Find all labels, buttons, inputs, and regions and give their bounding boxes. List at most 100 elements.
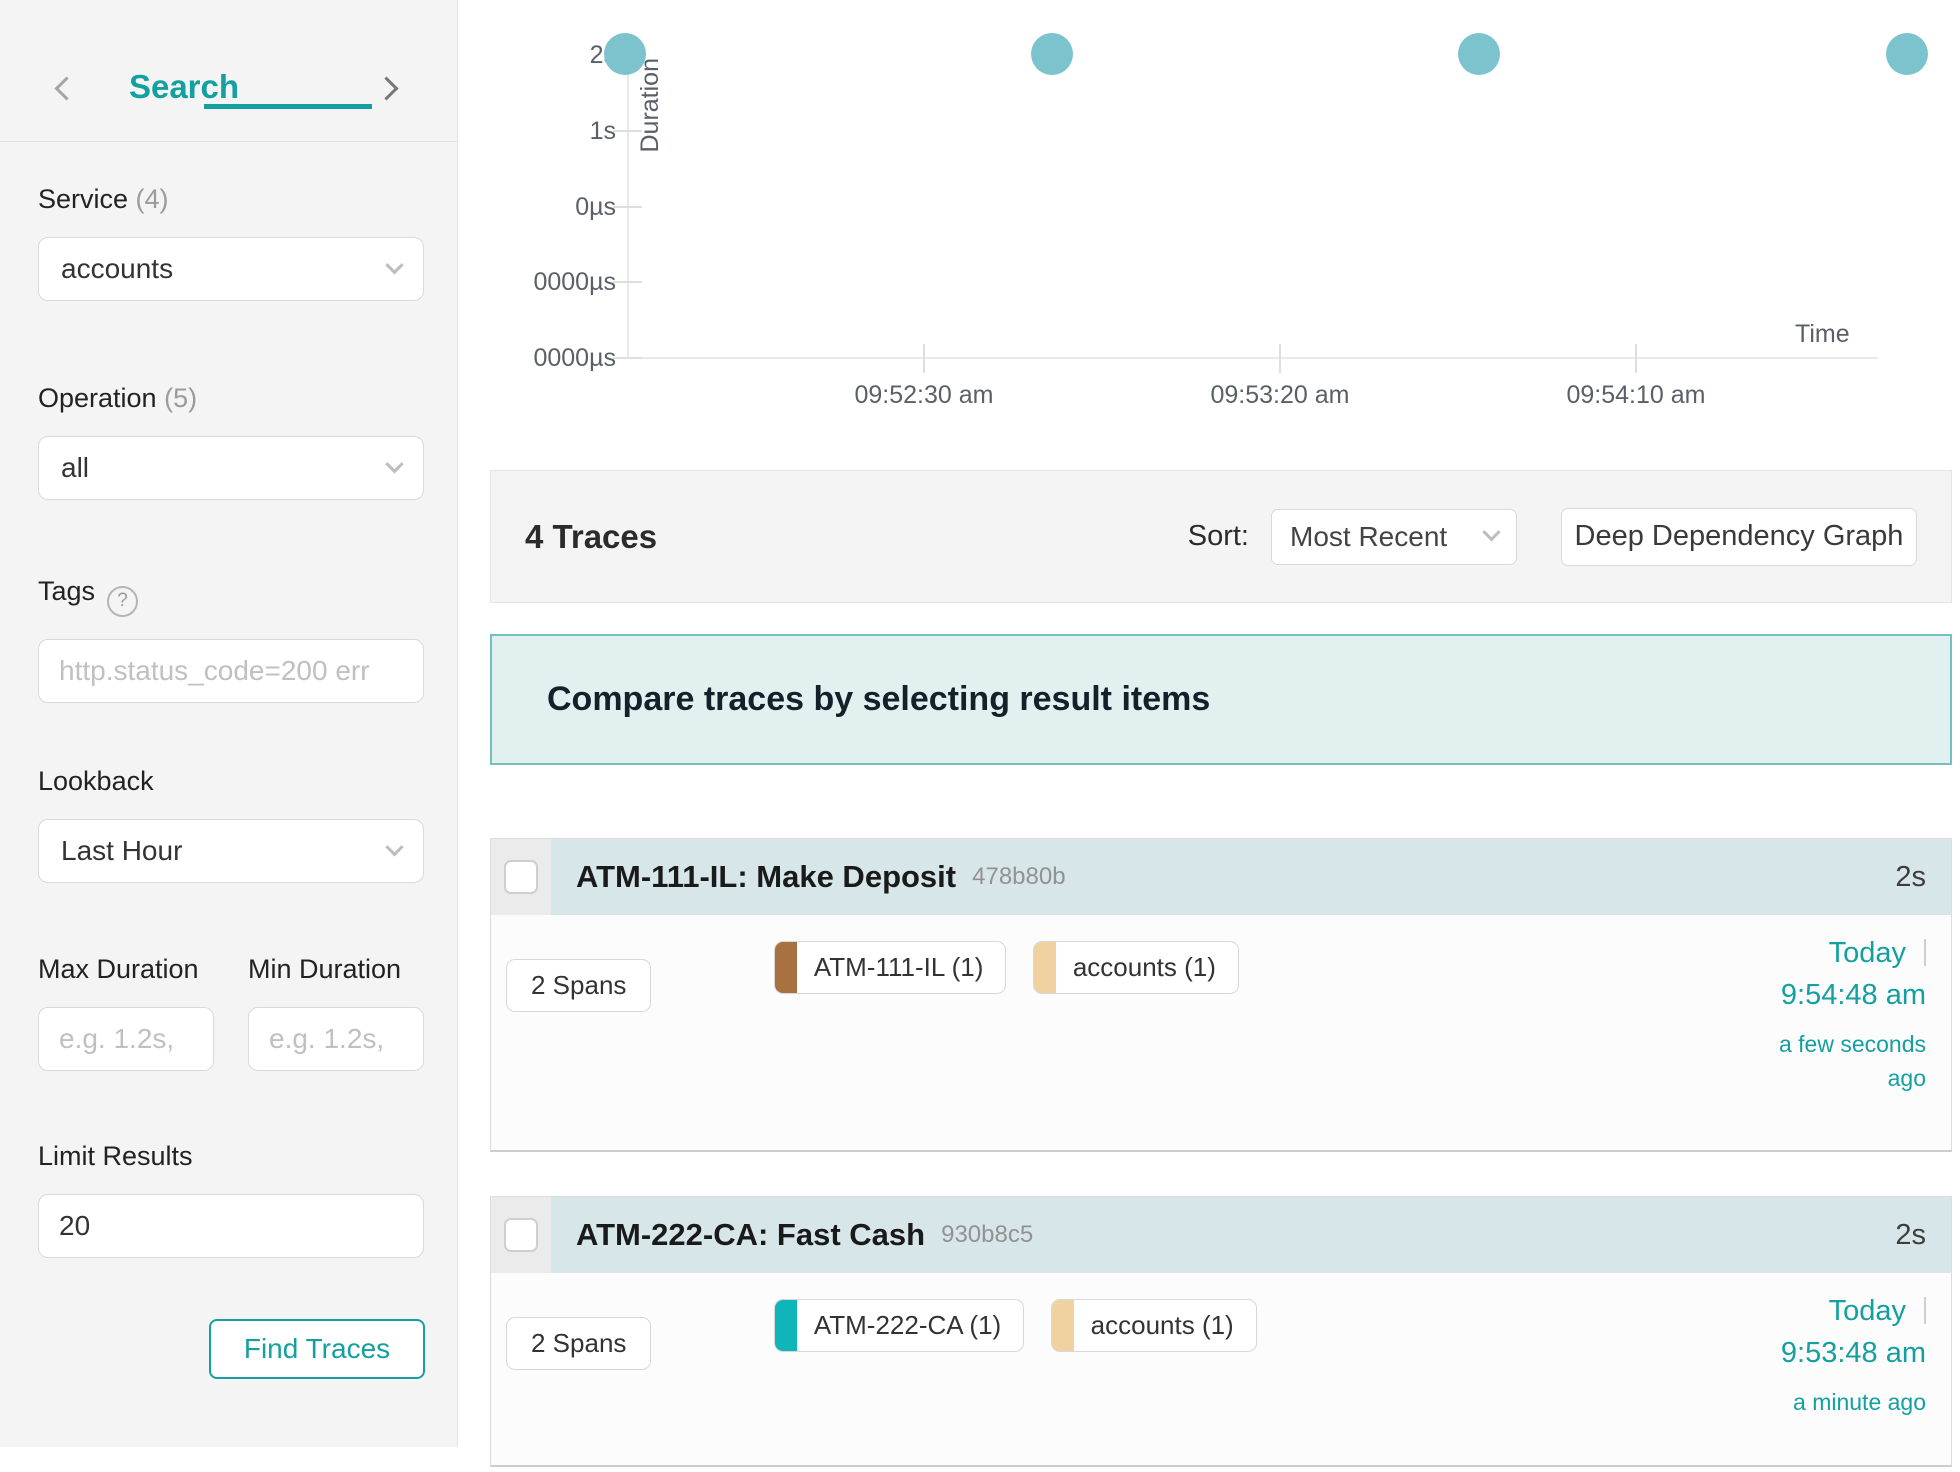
- service-tag-label: ATM-111-IL (1): [813, 952, 984, 982]
- trace-title[interactable]: ATM-111-IL: Make Deposit: [576, 859, 957, 894]
- date-time-divider: [1924, 1297, 1926, 1324]
- service-tag-label: accounts (1): [1090, 1310, 1234, 1340]
- service-select[interactable]: accounts: [38, 237, 424, 301]
- trace-select-checkbox[interactable]: [504, 1218, 538, 1252]
- trace-dot[interactable]: [1885, 33, 1928, 75]
- trace-duration: 2s: [1895, 1218, 1926, 1251]
- lookback-label: Lookback: [38, 766, 154, 796]
- trace-time: 9:53:48 am: [1780, 1337, 1926, 1369]
- service-color-chip: [1033, 942, 1056, 993]
- sort-label: Sort:: [1187, 520, 1249, 552]
- chevron-down-icon: [385, 837, 404, 856]
- operation-select[interactable]: all: [38, 436, 424, 500]
- active-tab-underline: [204, 104, 372, 109]
- find-traces-button[interactable]: Find Traces: [209, 1319, 425, 1379]
- service-count: (4): [135, 184, 169, 214]
- trace-select-checkbox[interactable]: [504, 860, 538, 894]
- trace-dot[interactable]: [1031, 33, 1074, 75]
- service-tag-label: ATM-222-CA (1): [813, 1310, 1002, 1340]
- date-time-divider: [1924, 939, 1926, 966]
- tab-search-label: Search: [128, 68, 240, 105]
- service-color-chip: [1051, 1300, 1074, 1351]
- max-duration-input[interactable]: [38, 1007, 214, 1071]
- span-count-pill: 2 Spans: [506, 1317, 652, 1370]
- trace-card-body: 2 Spans ATM-222-CA (1) accounts (1) Toda…: [491, 1273, 1951, 1465]
- service-tag-label: accounts (1): [1072, 952, 1216, 982]
- x-tick-label: 09:54:10 am: [1566, 381, 1706, 409]
- results-bar: 4 Traces Sort: Most Recent Deep Dependen…: [490, 470, 1952, 603]
- operation-label: Operation (5): [38, 383, 198, 413]
- tab-search[interactable]: Search: [104, 68, 372, 109]
- y-tick-label: 2s: [589, 41, 616, 69]
- trace-result-card: ATM-111-IL: Make Deposit 478b80b 2s 2 Sp…: [490, 838, 1952, 1152]
- x-tick-mark: [1279, 344, 1281, 373]
- service-color-chip: [774, 942, 797, 993]
- trace-card-header[interactable]: ATM-111-IL: Make Deposit 478b80b 2s: [491, 839, 1951, 915]
- trace-title[interactable]: ATM-222-CA: Fast Cash: [576, 1217, 926, 1252]
- tags-input[interactable]: [38, 638, 424, 703]
- x-tick-mark: [1635, 344, 1637, 373]
- trace-count: 4 Traces: [525, 517, 658, 555]
- service-select-value: accounts: [61, 253, 174, 284]
- sort-select-value: Most Recent: [1290, 520, 1448, 552]
- y-tick-mark: [613, 129, 642, 132]
- y-tick-label: 1s: [589, 116, 616, 145]
- y-axis-line: [627, 38, 629, 359]
- search-sidebar: Search Service (4) accounts Operation (5…: [0, 0, 458, 1447]
- limit-results-label: Limit Results: [38, 1141, 193, 1171]
- trace-date: Today: [1828, 937, 1906, 969]
- duration-scatter-chart: Duration Time 2s 1s 0µs 0000µs 0000µs 09:52:3…: [490, 0, 1952, 470]
- search-results: Duration Time 2s 1s 0µs 0000µs 0000µs 09:52:3…: [490, 0, 1952, 1467]
- y-tick-mark: [613, 281, 642, 284]
- trace-timestamp: Today 9:53:48 am a minute ago: [1781, 1295, 1926, 1419]
- min-duration-label: Min Duration: [248, 954, 402, 984]
- x-tick-label: 09:52:30 am: [854, 381, 994, 409]
- limit-results-input[interactable]: [38, 1194, 424, 1258]
- trace-id: 478b80b: [972, 863, 1066, 890]
- tags-label: Tags?: [38, 576, 424, 617]
- service-label: Service (4): [38, 184, 169, 214]
- compare-banner: Compare traces by selecting result items: [490, 634, 1952, 765]
- chevron-down-icon: [385, 255, 404, 274]
- min-duration-input[interactable]: [248, 1007, 424, 1071]
- trace-duration: 2s: [1895, 860, 1926, 893]
- trace-relative-time: a few seconds ago: [1778, 1031, 1926, 1091]
- sidebar-tabs: Search: [0, 0, 457, 142]
- x-axis-title: Time: [1795, 320, 1850, 348]
- lookback-select-value: Last Hour: [61, 835, 183, 866]
- service-color-chip: [774, 1300, 797, 1351]
- sort-select[interactable]: Most Recent: [1271, 508, 1517, 565]
- y-tick-mark: [613, 357, 642, 359]
- y-tick-label: 0000µs: [533, 268, 616, 297]
- trace-header-band: ATM-111-IL: Make Deposit 478b80b 2s: [551, 839, 1951, 915]
- trace-dot[interactable]: [603, 33, 646, 75]
- trace-card-header[interactable]: ATM-222-CA: Fast Cash 930b8c5 2s: [491, 1197, 1951, 1273]
- service-tag: accounts (1): [1032, 941, 1239, 994]
- trace-time: 9:54:48 am: [1780, 979, 1926, 1011]
- chevron-left-icon[interactable]: [54, 76, 79, 101]
- trace-date: Today: [1828, 1295, 1906, 1327]
- deep-dependency-graph-button[interactable]: Deep Dependency Graph: [1561, 507, 1917, 566]
- compare-banner-text: Compare traces by selecting result items: [547, 680, 1211, 718]
- checkbox-cell: [491, 1197, 551, 1273]
- lookback-select[interactable]: Last Hour: [38, 819, 424, 883]
- help-icon[interactable]: ?: [107, 585, 139, 617]
- chevron-down-icon: [385, 454, 404, 473]
- trace-header-band: ATM-222-CA: Fast Cash 930b8c5 2s: [551, 1197, 1951, 1273]
- operation-count: (5): [164, 383, 198, 413]
- operation-select-value: all: [61, 452, 90, 483]
- span-count-pill: 2 Spans: [506, 959, 652, 1012]
- chevron-right-icon[interactable]: [374, 76, 399, 101]
- chevron-down-icon: [1482, 523, 1501, 542]
- checkbox-cell: [491, 839, 551, 915]
- trace-card-body: 2 Spans ATM-111-IL (1) accounts (1) Toda…: [491, 915, 1951, 1150]
- trace-id: 930b8c5: [941, 1221, 1034, 1248]
- service-tag: ATM-111-IL (1): [773, 941, 1007, 994]
- trace-dot[interactable]: [1458, 33, 1501, 75]
- trace-result-card: ATM-222-CA: Fast Cash 930b8c5 2s 2 Spans…: [490, 1196, 1952, 1467]
- service-tag: ATM-222-CA (1): [773, 1299, 1025, 1352]
- service-tag: accounts (1): [1050, 1299, 1257, 1352]
- trace-relative-time: a minute ago: [1793, 1389, 1926, 1415]
- x-tick-label: 09:53:20 am: [1210, 381, 1350, 409]
- max-duration-label: Max Duration: [38, 954, 199, 984]
